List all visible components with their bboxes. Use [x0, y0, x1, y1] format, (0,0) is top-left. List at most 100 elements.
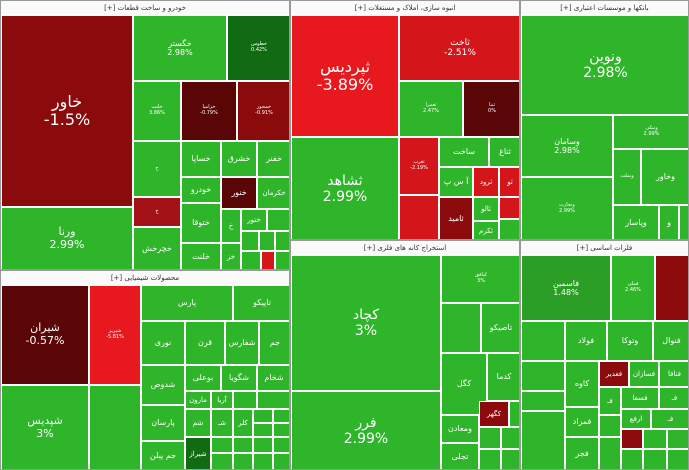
tile-sakhat2[interactable]: ساخت	[439, 137, 489, 167]
tile-shafars[interactable]: شفارس	[225, 321, 259, 365]
panel-header-chemical[interactable]: محصولات شیمیایی [+]	[1, 271, 289, 286]
tile-mred-2[interactable]	[621, 429, 643, 449]
tile-chsmall-13[interactable]	[253, 453, 273, 469]
tile-stab[interactable]: ثتاغ	[489, 137, 519, 167]
tile-msmall-5[interactable]	[479, 449, 501, 469]
tile-khtoor[interactable]: ختور	[241, 209, 267, 231]
tile-sshargh[interactable]: ثو	[499, 167, 519, 197]
tile-vtejarat[interactable]: وتجارت 2.99%	[521, 177, 613, 239]
tile-vpasar[interactable]: وپاسار	[613, 205, 659, 239]
tile-buali[interactable]: بوعلی	[185, 365, 221, 391]
tile-mgreen-2[interactable]	[521, 361, 565, 391]
tile-maroon[interactable]: مارون	[185, 391, 211, 409]
tile-khsmall-3[interactable]	[259, 231, 275, 251]
tile-mgreen-4[interactable]	[521, 411, 565, 469]
tile-mgreen-7[interactable]	[667, 429, 688, 449]
tile-chsmall-14[interactable]	[273, 453, 289, 469]
tile-jampilen[interactable]: جم پیلن	[141, 441, 185, 469]
tile-khoon[interactable]: خنور	[221, 177, 257, 209]
tile-fm3[interactable]: فـ	[651, 409, 688, 429]
tile-kahar[interactable]: کگهر	[479, 401, 509, 427]
tile-khcharkh[interactable]: خچرخش	[133, 227, 181, 269]
tile-khsharq[interactable]: خشرق	[221, 141, 257, 177]
tile-khlent[interactable]: خلنت 3.86%	[133, 81, 181, 141]
tile-tejli[interactable]: تجلی	[441, 443, 479, 469]
tile-kmaadan[interactable]: ومعادن	[441, 415, 479, 443]
tile-sgharb[interactable]: ثغرب -2.19%	[399, 137, 439, 195]
panel-header-auto[interactable]: خودرو و ساخت قطعات [+]	[1, 1, 289, 16]
tile-tapiko[interactable]: تاپیکو	[233, 285, 289, 321]
tile-shsh[interactable]: شـ	[211, 409, 233, 437]
tile-shkham[interactable]: شخام	[257, 365, 289, 391]
tile-parsan[interactable]: پارسان	[141, 405, 185, 441]
tile-salo[interactable]: ثالو	[473, 197, 499, 221]
tile-khmehva[interactable]: خمحور -0.91%	[237, 81, 289, 141]
tile-verena[interactable]: ورنا 2.99%	[1, 207, 133, 269]
tile-msmall-4[interactable]	[501, 427, 519, 449]
tile-shahed[interactable]: ثشاهد 2.99%	[291, 137, 399, 239]
tile-mgreen-11[interactable]	[667, 449, 688, 469]
tile-ferr[interactable]: فرر 2.99%	[291, 391, 441, 469]
tile-vs2[interactable]: وبملت	[613, 149, 641, 205]
tile-vo2[interactable]	[679, 205, 688, 239]
tile-samara[interactable]: ثعمرا 2.47%	[399, 81, 463, 137]
tile-pars[interactable]: پارس	[141, 285, 233, 321]
tile-shiran[interactable]: شیران -0.57%	[1, 285, 89, 385]
tile-skarm[interactable]: ثکرم	[473, 221, 499, 239]
tile-kdama[interactable]: کدما	[487, 353, 519, 401]
tile-khsmall-5[interactable]	[241, 251, 261, 269]
tile-khtoos[interactable]: خطوس 0.42%	[227, 15, 289, 81]
tile-chsmall-10[interactable]	[273, 437, 289, 453]
tile-kave[interactable]: کاوه	[565, 361, 599, 407]
tile-khsapa[interactable]: خساپا	[181, 141, 221, 177]
tile-khsmall-7[interactable]	[275, 251, 289, 269]
tile-vnovin[interactable]: ونوین 2.98%	[521, 15, 688, 115]
tile-srood[interactable]: ثرود	[473, 167, 499, 197]
tile-sarpardis[interactable]: ثپردیس -3.89%	[291, 15, 399, 137]
tile-khz[interactable]: خز	[221, 243, 241, 269]
tile-khavar[interactable]: خاور -1.5%	[1, 15, 133, 207]
tile-khsmall-1[interactable]	[267, 209, 289, 231]
tile-sakhat[interactable]: ثاخت -2.51%	[399, 15, 519, 81]
tile-farfa[interactable]: ارفع	[621, 409, 651, 429]
tile-khsmall-6[interactable]	[261, 251, 275, 269]
tile-khsmall-4[interactable]	[275, 231, 289, 251]
tile-fghadir[interactable]: فغدیر	[599, 361, 629, 387]
tile-chsmall-1[interactable]	[233, 391, 257, 409]
tile-mgreen-5[interactable]	[599, 415, 621, 437]
tile-khazar[interactable]: خزامیا -0.79%	[181, 81, 237, 141]
tile-chsmall-12[interactable]	[233, 453, 253, 469]
tile-msmall-6[interactable]	[501, 449, 519, 469]
tile-chsmall-8[interactable]	[233, 437, 253, 453]
tile-vkhavar[interactable]: وخاور	[641, 149, 688, 205]
tile-sred-1[interactable]	[399, 195, 439, 239]
tile-msmall-2[interactable]	[509, 401, 519, 427]
tile-chsmall-9[interactable]	[253, 437, 273, 453]
panel-header-metals[interactable]: فلزات اساسی [+]	[521, 241, 688, 256]
tile-fmd[interactable]: فملی 2.46%	[611, 255, 655, 321]
tile-shbandar[interactable]: شبریز -5.81%	[89, 285, 141, 385]
tile-fsaran[interactable]: فسازان	[629, 361, 659, 387]
tile-khodro[interactable]: خودرو	[181, 177, 221, 203]
tile-kala[interactable]: کلر	[233, 409, 253, 437]
tile-vo[interactable]: و	[659, 205, 679, 239]
tile-shkavir[interactable]: شگویا	[221, 365, 257, 391]
tile-chsmall-11[interactable]	[211, 453, 233, 469]
tile-mred-1[interactable]	[655, 255, 688, 321]
tile-sgreen-1[interactable]	[499, 219, 519, 239]
tile-fm2[interactable]: فـ	[659, 387, 688, 409]
panel-header-banks[interactable]: بانکها و موسسات اعتباری [+]	[521, 1, 688, 16]
tile-tasiko[interactable]: تاصیکو	[481, 303, 519, 353]
tile-fmrad[interactable]: فمراد	[565, 407, 599, 437]
tile-samid[interactable]: ثامید	[439, 197, 473, 239]
tile-shpadis[interactable]: شپدیس 3%	[1, 385, 89, 469]
panel-header-construction[interactable]: انبوه سازی، املاک و مستغلات [+]	[291, 1, 519, 16]
tile-khkerman[interactable]: خکرمان	[257, 177, 289, 209]
tile-mgreen-3[interactable]	[521, 391, 565, 411]
tile-fnava[interactable]: فنوال	[653, 321, 688, 361]
tile-chsmall-3[interactable]	[253, 409, 273, 423]
tile-mgreen-9[interactable]	[621, 449, 643, 469]
tile-fsfa[interactable]: فسفا	[621, 387, 659, 409]
tile-ftak[interactable]: وتوکا	[607, 321, 653, 361]
tile-khaf2[interactable]: خ	[133, 197, 181, 227]
